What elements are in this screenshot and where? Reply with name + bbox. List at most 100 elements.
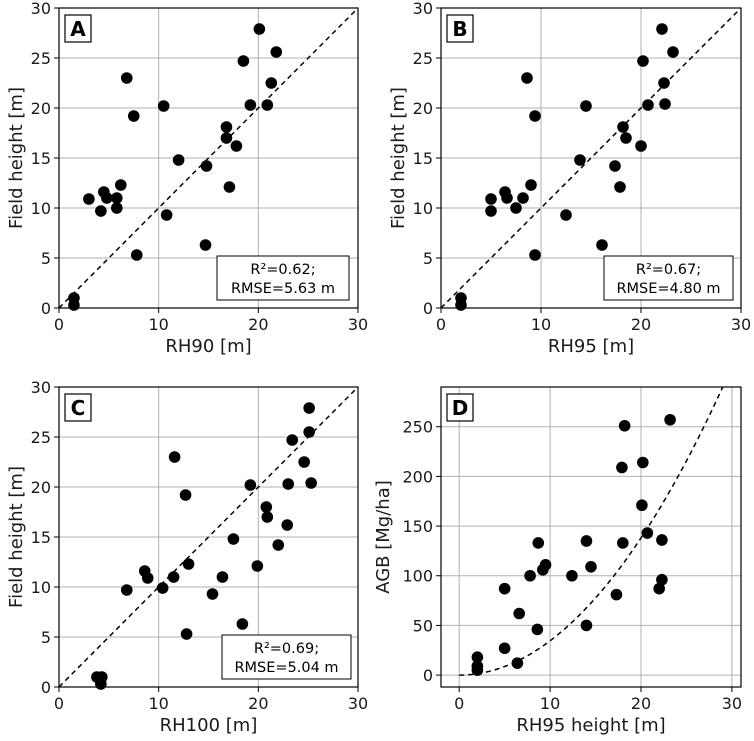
- x-tick-label: 30: [722, 694, 742, 713]
- data-point: [513, 607, 525, 620]
- data-point: [160, 209, 173, 221]
- y-tick-label: 10: [413, 199, 433, 218]
- panel-letter: D: [452, 396, 469, 420]
- data-point: [517, 192, 529, 204]
- panel-letter: B: [452, 17, 467, 41]
- stats-rmse: RMSE=4.80 m: [616, 281, 720, 297]
- data-point: [521, 72, 533, 84]
- data-point: [227, 533, 240, 545]
- y-tick-label: 20: [413, 99, 433, 118]
- data-point: [223, 181, 236, 193]
- data-point: [95, 205, 107, 217]
- data-point: [303, 426, 315, 438]
- y-tick-label: 30: [413, 0, 433, 18]
- data-point: [261, 99, 274, 111]
- data-point: [635, 140, 647, 152]
- data-point: [539, 559, 552, 571]
- y-tick-label: 5: [423, 249, 433, 268]
- panel-a: 0 10 20 30 0 5 10 15 20 25 30 RH90 [m] Field height …: [6, 0, 368, 357]
- data-point: [560, 209, 572, 221]
- y-tick-label: 200: [402, 467, 433, 486]
- y-tick-label: 100: [402, 567, 433, 586]
- y-tick-label: 0: [41, 299, 51, 318]
- data-point: [260, 501, 273, 513]
- data-point: [180, 628, 193, 640]
- data-point: [167, 571, 180, 583]
- x-tick-label: 0: [54, 694, 64, 713]
- data-point: [667, 46, 679, 58]
- data-point: [656, 534, 668, 546]
- data-point: [471, 651, 484, 663]
- data-point: [230, 140, 243, 152]
- y-tick-label: 15: [413, 149, 433, 168]
- data-point: [616, 461, 628, 474]
- data-point: [580, 619, 593, 632]
- data-point: [566, 569, 578, 582]
- data-point: [455, 299, 467, 311]
- data-point: [182, 558, 195, 570]
- data-point: [525, 179, 537, 191]
- y-tick-label: 150: [402, 517, 433, 536]
- stats-box: [221, 634, 352, 680]
- y-axis-title: Field height [m]: [388, 87, 409, 229]
- panel-letter-box: [64, 393, 92, 422]
- data-point: [614, 181, 626, 193]
- data-point: [281, 519, 294, 531]
- y-tick-label: 5: [41, 628, 51, 647]
- data-point: [609, 160, 621, 172]
- one-to-one-line: [440, 7, 742, 309]
- x-axis-title: RH90 [m]: [165, 336, 251, 357]
- x-tick-label: 30: [348, 694, 368, 713]
- data-point: [580, 535, 593, 547]
- y-axis-title: Field height [m]: [6, 87, 27, 229]
- data-point: [253, 23, 266, 35]
- x-tick-label: 30: [731, 315, 751, 334]
- y-tick-label: 25: [413, 49, 433, 68]
- x-tick-label: 20: [248, 315, 268, 334]
- stats-r2: R²=0.67;: [636, 262, 701, 278]
- stats-rmse: RMSE=5.63 m: [231, 281, 335, 297]
- fit-curve: [459, 386, 724, 676]
- data-point: [532, 537, 545, 549]
- data-point: [596, 239, 608, 251]
- panel-c: 0 10 20 30 0 5 10 15 20 25 30 RH100 [m] Field height…: [6, 378, 368, 736]
- y-tick-label: 30: [31, 378, 51, 397]
- x-tick-label: 10: [148, 315, 168, 334]
- data-point: [244, 99, 257, 111]
- data-point: [83, 193, 95, 205]
- data-point: [220, 132, 233, 144]
- panel-b: 0 10 20 30 0 5 10 15 20 25 30 RH95 [m] Field height …: [388, 0, 751, 357]
- panel-letter-box: [64, 14, 92, 43]
- data-point: [501, 192, 513, 204]
- y-tick-label: 25: [31, 428, 51, 447]
- panel-letter: C: [71, 396, 86, 420]
- data-point: [529, 110, 541, 122]
- data-point: [272, 539, 285, 551]
- data-point: [114, 179, 127, 191]
- x-axis-title: RH100 [m]: [160, 715, 258, 736]
- data-point: [653, 582, 665, 595]
- data-point: [251, 560, 264, 572]
- data-point: [610, 588, 623, 601]
- y-tick-label: 20: [31, 478, 51, 497]
- data-point: [642, 99, 654, 111]
- data-point: [498, 582, 511, 595]
- x-tick-label: 10: [148, 694, 168, 713]
- panel-letter-box: [446, 393, 474, 422]
- x-tick-label: 10: [540, 694, 560, 713]
- x-tick-label: 30: [348, 315, 368, 334]
- data-point: [130, 249, 143, 261]
- data-point: [580, 100, 592, 112]
- stats-box: [216, 255, 350, 301]
- y-tick-label: 20: [31, 99, 51, 118]
- y-tick-label: 15: [31, 528, 51, 547]
- stats-r2: R²=0.69;: [254, 641, 319, 657]
- data-point: [206, 588, 219, 600]
- data-point: [111, 202, 123, 214]
- data-point: [270, 46, 283, 58]
- data-point: [220, 121, 233, 133]
- data-point: [120, 584, 133, 596]
- data-point: [236, 618, 249, 630]
- data-point: [618, 419, 631, 432]
